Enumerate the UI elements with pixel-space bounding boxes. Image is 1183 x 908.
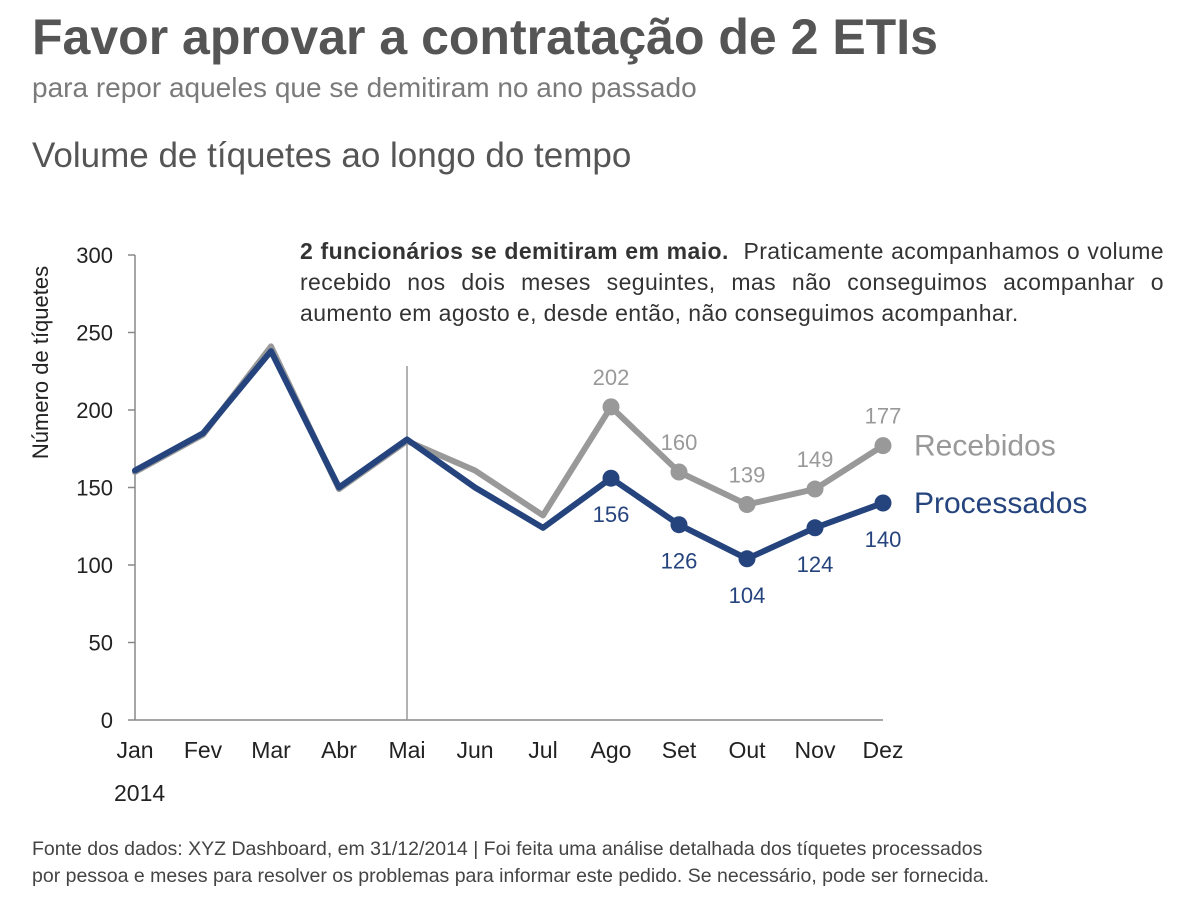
series-line-recebidos: [132, 343, 886, 519]
y-tick-label: 50: [89, 631, 113, 656]
data-point-recebidos: [670, 463, 688, 481]
x-tick-label: Out: [728, 737, 766, 763]
footer-line-1: Fonte dos dados: XYZ Dashboard, em 31/12…: [32, 838, 983, 860]
x-tick-label: Fev: [184, 737, 223, 763]
data-label-recebidos: 202: [593, 365, 630, 390]
x-tick-label: Set: [662, 737, 697, 763]
series-label-recebidos: Recebidos: [914, 430, 1056, 463]
data-label-processados: 126: [661, 549, 698, 574]
annotation-bold: 2 funcionários se demitiram em maio.: [300, 238, 729, 264]
data-label-processados: 156: [593, 502, 630, 527]
data-label-processados: 124: [797, 552, 834, 577]
chart-title: Volume de tíquetes ao longo do tempo: [32, 136, 632, 175]
data-label-recebidos: 160: [661, 430, 698, 455]
x-tick-label: Mai: [388, 737, 425, 763]
x-tick-label: Jan: [116, 737, 153, 763]
x-tick-label: Mar: [251, 737, 291, 763]
data-point-recebidos: [738, 496, 756, 514]
data-point-processados: [738, 550, 756, 568]
footer-line-2: por pessoa e meses para resolver os prob…: [32, 865, 990, 887]
data-label-processados: 104: [729, 583, 766, 608]
data-point-processados: [806, 519, 824, 537]
x-tick-label: Dez: [863, 737, 904, 763]
series-label-processados: Processados: [914, 487, 1087, 520]
y-tick-label: 250: [76, 321, 113, 346]
y-tick-label: 300: [76, 243, 113, 268]
x-tick-label: Abr: [321, 737, 357, 763]
data-point-recebidos: [874, 437, 892, 455]
data-label-recebidos: 149: [797, 447, 834, 472]
x-tick-label: Jul: [528, 737, 557, 763]
line-chart: 0 50 100 150 200 250 300 Número de tíquetes Jan F…: [28, 243, 1087, 763]
x-tick-label: Ago: [591, 737, 632, 763]
y-tick-label: 200: [76, 398, 113, 423]
y-tick-label: 100: [76, 553, 113, 578]
data-point-processados: [874, 494, 892, 512]
data-label-processados: 140: [865, 527, 902, 552]
series-line-processados: [132, 348, 886, 562]
x-tick-label: Jun: [456, 737, 493, 763]
source-footer: Fonte dos dados: XYZ Dashboard, em 31/12…: [32, 836, 989, 890]
y-axis-title: Número de tíquetes: [28, 266, 53, 459]
chart-annotation: 2 funcionários se demitiram em maio. Pra…: [300, 236, 1164, 329]
page-title: Favor aprovar a contratação de 2 ETIs: [32, 9, 938, 65]
y-tick-label: 150: [76, 476, 113, 501]
annotation-text: Praticamente acompanhamos o volume receb…: [300, 238, 1164, 326]
data-point-processados: [602, 469, 620, 487]
data-label-recebidos: 177: [865, 404, 902, 429]
data-point-recebidos: [806, 480, 824, 498]
y-tick-label: 0: [101, 708, 113, 733]
data-label-recebidos: 139: [729, 463, 766, 488]
data-point-processados: [670, 516, 688, 534]
page-subtitle: para repor aqueles que se demitiram no a…: [32, 72, 697, 103]
x-axis-year-label: 2014: [114, 780, 166, 806]
data-point-recebidos: [602, 398, 620, 416]
x-tick-label: Nov: [795, 737, 836, 763]
